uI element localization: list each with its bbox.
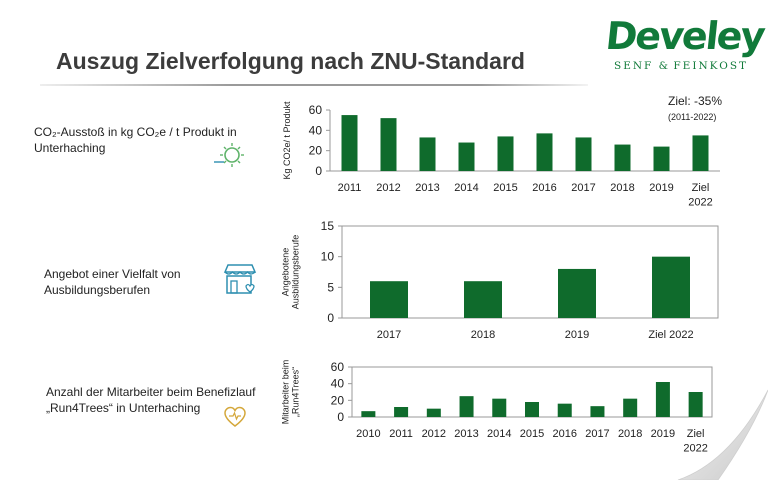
shop-icon <box>223 264 257 294</box>
x-tick-label: 2016 <box>532 182 556 194</box>
bar <box>692 135 709 171</box>
x-tick-label: 2019 <box>565 329 589 341</box>
bar <box>614 144 631 171</box>
bar <box>458 142 475 171</box>
x-tick-label: 2011 <box>389 428 413 440</box>
page-curl <box>677 389 768 480</box>
bar <box>497 136 514 171</box>
y-tick-label: 60 <box>309 103 323 117</box>
bar <box>536 133 553 171</box>
bar <box>557 403 572 417</box>
page-title: Auszug Zielverfolgung nach ZNU-Standard <box>56 48 525 74</box>
x-tick-label: 2011 <box>338 182 362 194</box>
bar <box>426 408 441 417</box>
y-tick-label: 20 <box>331 393 345 407</box>
bar <box>623 398 638 417</box>
y-tick-label: 0 <box>315 164 322 178</box>
row-label-ausbildung: Angebot einer Vielfalt von Ausbildungsbe… <box>44 267 181 297</box>
bar <box>380 118 397 171</box>
bar <box>575 137 592 171</box>
x-tick-label: 2018 <box>471 329 495 341</box>
x-tick-label: 2014 <box>487 428 511 440</box>
x-tick-label: 2015 <box>520 428 544 440</box>
bar <box>653 146 670 171</box>
x-tick-label: 2010 <box>356 428 380 440</box>
x-tick-label: 2018 <box>618 428 642 440</box>
y-tick-label: 15 <box>321 219 335 233</box>
develey-logo: Develey SENF & FEINKOST <box>604 14 766 78</box>
x-tick-label: 2016 <box>552 428 576 440</box>
bar <box>652 256 690 318</box>
x-tick-label: 2013 <box>454 428 478 440</box>
x-tick-label: Ziel 2022 <box>683 428 707 454</box>
y-axis-label: Mitarbeiter beim„Run4Trees“ <box>280 360 300 425</box>
x-tick-label: 2015 <box>493 182 517 194</box>
chart-ausbildung: 0 5 10 15 AngeboteneAusbildungsberufe 2017 201… <box>280 219 719 341</box>
x-tick-label: 2017 <box>377 329 401 341</box>
title-divider <box>40 84 588 86</box>
x-tick-label: 2017 <box>571 182 595 194</box>
bar <box>419 137 436 171</box>
bar <box>464 281 502 318</box>
bar <box>558 268 596 318</box>
goal-annotation: Ziel: -35% <box>668 94 723 108</box>
bar <box>459 396 474 417</box>
bar <box>590 406 605 417</box>
x-tick-label: Ziel 2022 <box>648 329 693 341</box>
bar <box>688 392 703 417</box>
bar <box>341 115 358 171</box>
x-tick-label: 2018 <box>610 182 634 194</box>
y-axis-label: Kg CO2e/ t Produkt <box>282 101 292 180</box>
x-tick-label: 2012 <box>422 428 446 440</box>
bar <box>655 382 670 417</box>
y-tick-label: 5 <box>327 280 334 294</box>
bar <box>492 398 507 417</box>
bar <box>394 407 409 417</box>
x-tick-label: 2012 <box>376 182 400 194</box>
y-tick-label: 40 <box>309 123 323 137</box>
x-tick-label: 2013 <box>415 182 439 194</box>
y-tick-label: 10 <box>321 250 335 264</box>
bar <box>525 402 539 417</box>
y-axis-label: AngeboteneAusbildungsberufe <box>280 235 300 310</box>
y-tick-label: 40 <box>331 377 345 391</box>
goal-annotation-period: (2011-2022) <box>668 112 716 122</box>
goal-period-text: (2011-2022) <box>668 112 717 122</box>
x-tick-label: 2019 <box>649 182 673 194</box>
sun-cloud-icon <box>214 143 244 167</box>
y-tick-label: 0 <box>327 311 334 325</box>
x-tick-label: 2019 <box>651 428 675 440</box>
plot-frame <box>341 225 719 319</box>
logo-tagline: SENF & FEINKOST <box>614 60 749 72</box>
x-tick-label: 2014 <box>454 182 478 194</box>
x-tick-label: 2017 <box>585 428 609 440</box>
y-tick-label: 60 <box>331 360 345 374</box>
row-label-run4trees: Anzahl der Mitarbeiter beim Benefizlauf … <box>46 385 256 415</box>
bar <box>361 411 376 417</box>
heart-icon <box>224 406 246 427</box>
row-label-co2: CO₂-Ausstoß in kg CO₂e / t Produkt in Un… <box>34 125 237 155</box>
x-tick-label: Ziel 2022 <box>688 182 712 208</box>
y-tick-label: 0 <box>337 410 344 424</box>
chart-co2: 0 20 40 60 Kg CO2e/ t Produkt 2011 2012 2013 201… <box>282 101 720 208</box>
y-tick-label: 20 <box>309 144 323 158</box>
bar <box>370 281 408 318</box>
chart-run4trees: 0 20 40 60 Mitarbeiter beim„Run4Trees“ 2010 20… <box>280 360 713 454</box>
